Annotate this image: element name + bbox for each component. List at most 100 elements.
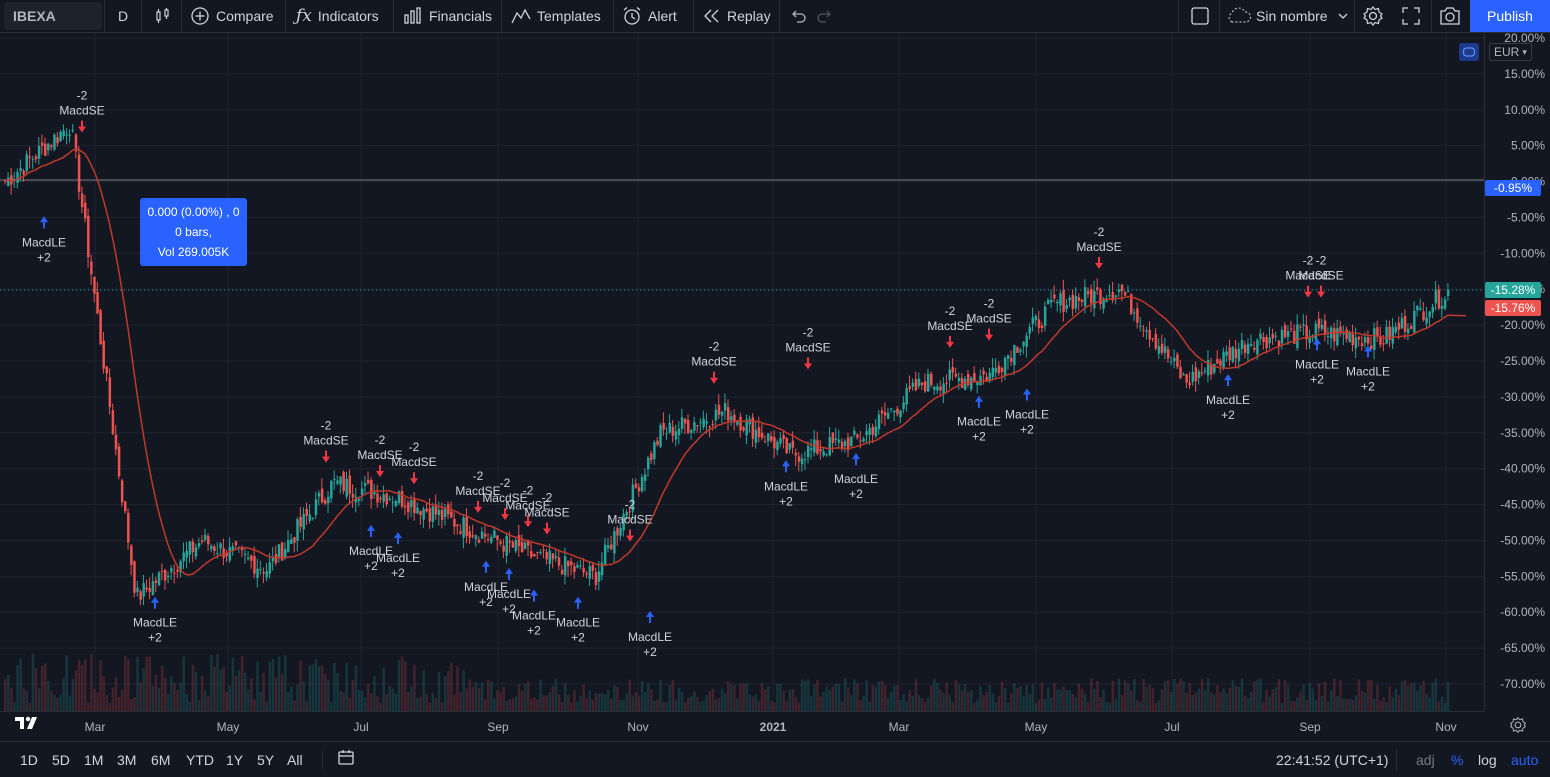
volume-bar [1422,680,1425,711]
divider [322,750,323,770]
currency-select[interactable]: EUR ▾ [1489,43,1532,61]
goto-date-button[interactable] [336,742,356,777]
volume-bar [994,702,998,711]
range-5y[interactable]: 5Y [257,742,274,777]
volume-bar [465,688,468,711]
volume-bar [1016,688,1019,711]
range-1d[interactable]: 1D [20,742,38,777]
long-arrow-icon [530,589,538,602]
layout-name-button[interactable]: Sin nombre [1226,0,1348,32]
candle-body [985,376,988,382]
long-signal-label: MacdLE [464,580,508,594]
range-3m[interactable]: 3M [117,742,136,777]
clock[interactable]: 22:41:52 (UTC+1) [1276,742,1388,777]
fullscreen-button[interactable] [1401,0,1421,32]
candle-body [1053,294,1056,299]
settings-button[interactable] [1362,0,1384,32]
price-tick-label: 15.00% [1504,67,1545,81]
volume-bar [631,695,635,711]
redo-button[interactable] [816,0,834,32]
divider [1431,0,1432,32]
range-5d[interactable]: 5D [52,742,70,777]
candle-body [1370,345,1373,349]
snapshot-button[interactable] [1439,0,1461,32]
chart-type-button[interactable] [154,0,172,32]
log-toggle[interactable]: log [1478,742,1497,777]
range-6m[interactable]: 6M [151,742,170,777]
candle-body [779,438,782,444]
candle-body [1090,289,1093,304]
replay-button[interactable]: Replay [703,0,771,32]
adj-toggle[interactable]: adj [1416,742,1435,777]
candle-body [1083,287,1087,307]
candle-body [210,545,213,550]
volume-bar [1120,695,1124,711]
volume-bar [810,695,813,711]
publish-button[interactable]: Publish [1470,0,1550,32]
candle-body [34,156,38,160]
candle-body [723,403,727,411]
range-1y[interactable]: 1Y [226,742,243,777]
candle-body [1080,299,1084,302]
candle-body [1234,349,1238,359]
percent-toggle[interactable]: % [1451,742,1463,777]
symbol-search[interactable]: IBEXA [4,2,102,30]
divider [1219,0,1220,32]
interval-button[interactable]: D [118,0,128,32]
range-ytd[interactable]: YTD [186,742,214,777]
auto-label: auto [1511,751,1539,768]
candle-body [905,388,908,405]
chart-pane[interactable]: MacdLE +2 MacdLE +2 MacdLE +2 MacdLE +2 MacdLE +2… [0,33,1484,733]
long-signal-qty: +2 [1310,372,1324,386]
long-arrow-icon [852,453,860,466]
range-all[interactable]: All [287,742,303,777]
layout-select-button[interactable] [1190,0,1210,32]
range-label: 1Y [226,751,244,768]
financials-button[interactable]: Financials [403,0,492,32]
short-signal-label: MacdSE [691,355,736,369]
chevron-down-icon [1338,12,1348,20]
candle-body [542,549,545,551]
alert-button[interactable]: Alert [622,0,677,32]
price-chart[interactable]: MacdLE+2MacdLE+2MacdLE+2MacdLE+2MacdLE+2… [0,33,1484,711]
candle-body [1065,305,1068,310]
tradingview-logo[interactable] [10,711,46,733]
candle-body [886,412,890,419]
templates-button[interactable]: Templates [511,0,601,32]
compare-button[interactable]: Compare [190,0,274,32]
range-label: 1M [84,751,104,768]
short-signal-qty: -2 [500,476,511,490]
volume-bar [280,674,284,711]
candle-body [591,564,595,571]
volume-bar [176,690,179,711]
undo-button[interactable] [789,0,807,32]
candle-body [379,498,382,500]
volume-bar [819,696,822,711]
indicators-label: Indicators [317,8,379,24]
candle-body [1317,318,1321,329]
candle-body [123,501,127,512]
symbol-label: IBEXA [13,8,56,24]
long-arrow-icon [151,596,159,609]
candle-body [459,531,462,534]
volume-bar [1237,686,1241,711]
candle-body [1419,308,1422,310]
price-tick-label: -10.00% [1500,246,1545,260]
volume-bar [1373,698,1376,711]
short-arrow-icon [710,371,718,384]
sync-icon[interactable] [1459,43,1479,61]
divider [393,0,394,32]
price-axis[interactable]: 20.00%15.00%10.00%5.00%0.00%-5.00%-10.00… [1484,31,1550,711]
volume-bar [527,681,530,711]
volume-bar [80,665,84,711]
time-axis[interactable]: Mar May Jul Sep Nov 2021 Mar May Jul Sep Nov [0,711,1484,741]
indicators-button[interactable]: ƒx Indicators [296,0,379,32]
short-signal-qty: -2 [77,88,88,102]
axis-settings-button[interactable] [1509,716,1529,736]
candle-body [625,512,628,516]
auto-toggle[interactable]: auto [1511,742,1538,777]
range-1m[interactable]: 1M [84,742,103,777]
candle-body [219,543,222,549]
volume-bar [83,659,87,711]
candle-body [7,177,10,187]
